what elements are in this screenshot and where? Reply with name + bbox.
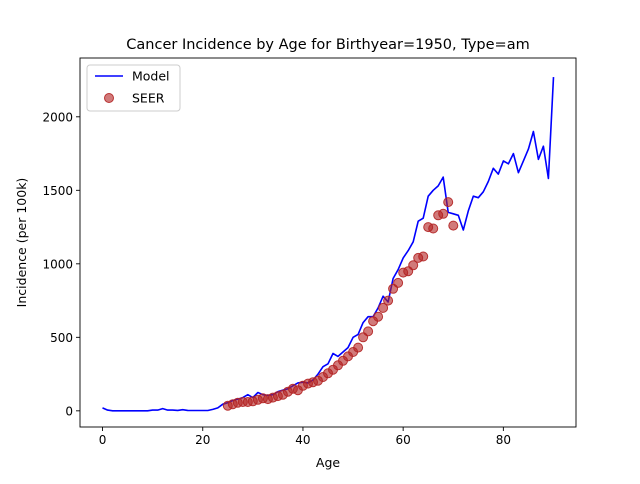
x-tick-label: 60 bbox=[396, 433, 411, 447]
chart-title: Cancer Incidence by Age for Birthyear=19… bbox=[126, 37, 529, 53]
y-tick-label: 1500 bbox=[42, 184, 73, 198]
legend-model-label: Model bbox=[132, 69, 170, 84]
y-tick-label: 1000 bbox=[42, 257, 73, 271]
y-axis: 0 500 1000 1500 2000 bbox=[42, 110, 80, 418]
x-axis-label: Age bbox=[316, 455, 340, 470]
seer-point bbox=[408, 260, 419, 271]
seer-point bbox=[378, 302, 389, 313]
seer-point bbox=[448, 220, 459, 231]
x-tick-label: 80 bbox=[496, 433, 511, 447]
plot-area bbox=[102, 77, 555, 412]
seer-point bbox=[383, 295, 394, 306]
x-axis: 0 20 40 60 80 bbox=[99, 427, 511, 447]
seer-point bbox=[443, 197, 454, 208]
seer-point bbox=[353, 342, 364, 353]
seer-point bbox=[438, 208, 449, 219]
seer-point bbox=[428, 223, 439, 234]
y-tick-label: 500 bbox=[50, 331, 73, 345]
model-line bbox=[102, 77, 555, 412]
seer-point bbox=[418, 251, 429, 262]
x-tick-label: 0 bbox=[99, 433, 107, 447]
seer-point bbox=[393, 277, 404, 288]
x-tick-label: 20 bbox=[195, 433, 210, 447]
seer-point bbox=[373, 311, 384, 322]
seer-points bbox=[222, 197, 459, 411]
plot-frame bbox=[79, 57, 577, 428]
y-tick-label: 0 bbox=[65, 404, 73, 418]
y-axis-label: Incidence (per 100k) bbox=[14, 178, 29, 308]
x-tick-label: 40 bbox=[295, 433, 310, 447]
legend-seer-swatch bbox=[104, 93, 114, 103]
seer-point bbox=[363, 326, 374, 337]
legend: Model SEER bbox=[86, 64, 181, 112]
y-tick-label: 2000 bbox=[42, 110, 73, 124]
legend-seer-label: SEER bbox=[132, 91, 165, 106]
